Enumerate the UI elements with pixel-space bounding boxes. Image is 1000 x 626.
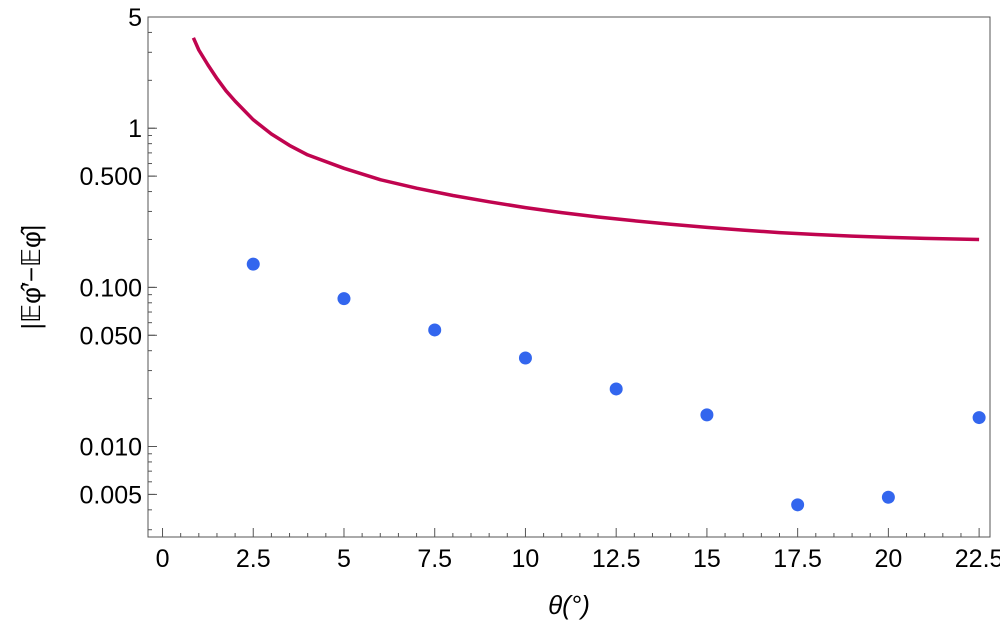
series-line (191, 37, 980, 242)
x-tick-label: 15 (693, 545, 721, 573)
x-tick-label: 0 (156, 545, 170, 573)
x-axis-title: θ(°) (548, 590, 590, 620)
x-tick-label: 12.5 (592, 545, 641, 573)
y-tick-label: 0.010 (79, 434, 142, 462)
x-tick-label: 20 (874, 545, 902, 573)
data-point (246, 257, 260, 271)
data-point (609, 382, 623, 396)
y-tick-label: 0.050 (79, 322, 142, 350)
y-tick-label: 5 (128, 4, 142, 32)
data-point (700, 408, 714, 422)
x-tick-label: 2.5 (236, 545, 271, 573)
y-tick-label: 1 (128, 115, 142, 143)
data-point (791, 498, 805, 512)
x-tick-label: 10 (512, 545, 540, 573)
x-axis: 0 2.5 5 7.5 10 12.5 15 17.5 20 22.5 (156, 528, 1000, 573)
y-tick-label: 0.005 (79, 481, 142, 509)
data-point (518, 351, 532, 365)
data-point (428, 323, 442, 337)
x-tick-label: 17.5 (773, 545, 822, 573)
y-tick-label: 0.100 (79, 274, 142, 302)
plot-frame (147, 16, 991, 538)
data-point (337, 292, 351, 306)
plot-area (191, 37, 986, 512)
y-axis: 5 1 0.500 0.100 0.050 0.010 0.005 (79, 4, 157, 531)
data-point (972, 411, 986, 425)
y-tick-label: 0.500 (79, 163, 142, 191)
x-tick-label: 5 (337, 545, 351, 573)
x-tick-label: 7.5 (417, 545, 452, 573)
x-tick-label: 22.5 (955, 545, 1000, 573)
data-point (881, 490, 895, 504)
y-axis-title: |𝔼φ̂′−𝔼φ̂| (16, 224, 46, 329)
